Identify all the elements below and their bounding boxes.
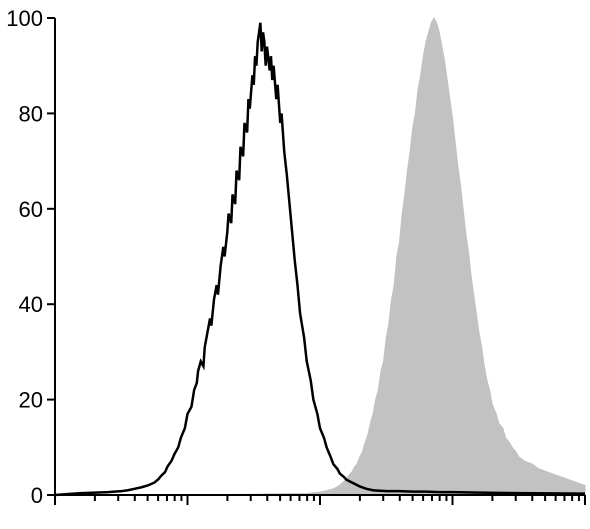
flow-cytometry-histogram: 0 20 40 60 80 100 [0, 0, 590, 529]
y-tick-label: 20 [19, 388, 43, 413]
y-tick-label: 60 [19, 197, 43, 222]
y-tick-label: 80 [19, 101, 43, 126]
y-tick-label: 100 [6, 6, 43, 31]
chart-svg: 0 20 40 60 80 100 [0, 0, 590, 529]
y-tick-label: 0 [31, 483, 43, 508]
y-tick-label: 40 [19, 292, 43, 317]
